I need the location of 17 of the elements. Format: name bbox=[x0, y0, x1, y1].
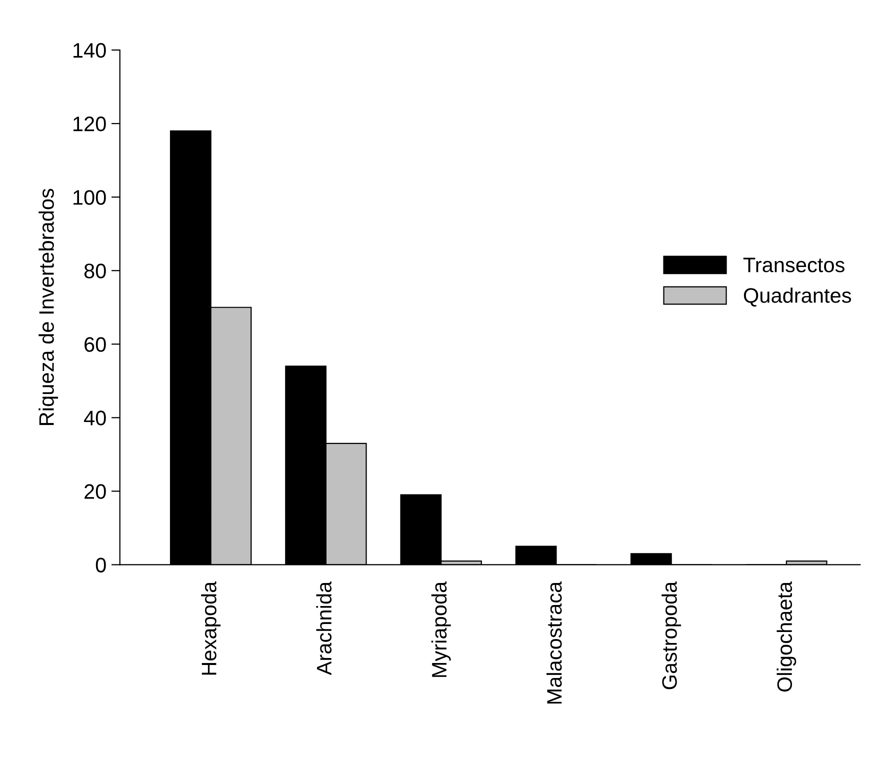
y-tick-label: 120 bbox=[74, 116, 106, 132]
y-tick-label: 140 bbox=[74, 43, 106, 58]
y-axis-title: Riqueza de Invertebrados bbox=[38, 188, 58, 425]
y-tick-label: 80 bbox=[84, 264, 106, 278]
y-tick-label: 40 bbox=[84, 410, 106, 426]
x-tick-label: Gastropoda bbox=[662, 581, 682, 690]
x-tick-label: Malacostraca bbox=[546, 581, 562, 704]
legend-label: Quadrantes bbox=[744, 288, 852, 307]
legend-label: Transectos bbox=[743, 258, 844, 272]
y-tick-label: 20 bbox=[84, 484, 106, 499]
x-tick-label: Oligochaeta bbox=[776, 581, 796, 692]
y-tick-label: 100 bbox=[74, 190, 106, 205]
x-tick-label: Hexapoda bbox=[201, 581, 221, 675]
x-tick-label: Arachnida bbox=[316, 581, 332, 676]
y-tick-label: 60 bbox=[84, 337, 106, 352]
x-tick-label: Myriapoda bbox=[431, 581, 451, 677]
y-tick-label: 0 bbox=[96, 558, 106, 572]
